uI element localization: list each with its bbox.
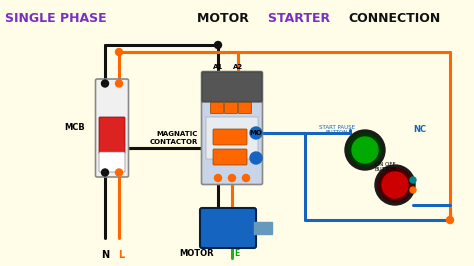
Text: CONNECTION: CONNECTION: [348, 12, 441, 25]
Circle shape: [352, 137, 378, 163]
Circle shape: [375, 165, 415, 205]
Text: NC: NC: [413, 126, 427, 135]
Text: A1: A1: [213, 64, 223, 70]
Circle shape: [447, 217, 454, 223]
FancyBboxPatch shape: [213, 149, 247, 165]
Circle shape: [250, 152, 262, 164]
FancyBboxPatch shape: [99, 152, 125, 172]
Circle shape: [116, 169, 122, 176]
FancyBboxPatch shape: [202, 72, 262, 102]
Text: START PAUSE
BUTTON: START PAUSE BUTTON: [319, 124, 355, 135]
Circle shape: [101, 80, 109, 87]
Bar: [254, 222, 272, 234]
Circle shape: [116, 80, 122, 87]
FancyBboxPatch shape: [213, 129, 247, 145]
Circle shape: [101, 169, 109, 176]
Text: STARTER: STARTER: [268, 12, 334, 25]
FancyBboxPatch shape: [99, 117, 125, 154]
Circle shape: [410, 177, 416, 183]
FancyBboxPatch shape: [200, 208, 256, 248]
Circle shape: [382, 172, 408, 198]
FancyBboxPatch shape: [238, 102, 252, 114]
FancyBboxPatch shape: [225, 102, 237, 114]
Circle shape: [116, 48, 122, 56]
Text: SINGLE PHASE: SINGLE PHASE: [5, 12, 111, 25]
Text: MCB: MCB: [64, 123, 85, 132]
Circle shape: [243, 174, 249, 181]
Text: L: L: [118, 250, 124, 260]
Text: MO: MO: [249, 130, 262, 136]
Circle shape: [215, 41, 221, 48]
Circle shape: [250, 127, 262, 139]
Text: MOTOR: MOTOR: [180, 250, 214, 259]
Text: MAGNATIC
CONTACTOR: MAGNATIC CONTACTOR: [150, 131, 198, 144]
FancyBboxPatch shape: [206, 117, 258, 159]
Circle shape: [348, 133, 382, 167]
Text: N: N: [101, 250, 109, 260]
Text: MOTOR: MOTOR: [197, 12, 253, 25]
Circle shape: [215, 174, 221, 181]
FancyBboxPatch shape: [210, 102, 224, 114]
FancyBboxPatch shape: [95, 79, 128, 177]
Text: E: E: [234, 250, 240, 259]
Circle shape: [345, 130, 385, 170]
FancyBboxPatch shape: [201, 72, 263, 185]
Circle shape: [228, 174, 236, 181]
Text: A2: A2: [233, 64, 243, 70]
Circle shape: [410, 187, 416, 193]
Circle shape: [378, 168, 412, 202]
Text: ON OFF
BUTTON: ON OFF BUTTON: [375, 162, 397, 172]
